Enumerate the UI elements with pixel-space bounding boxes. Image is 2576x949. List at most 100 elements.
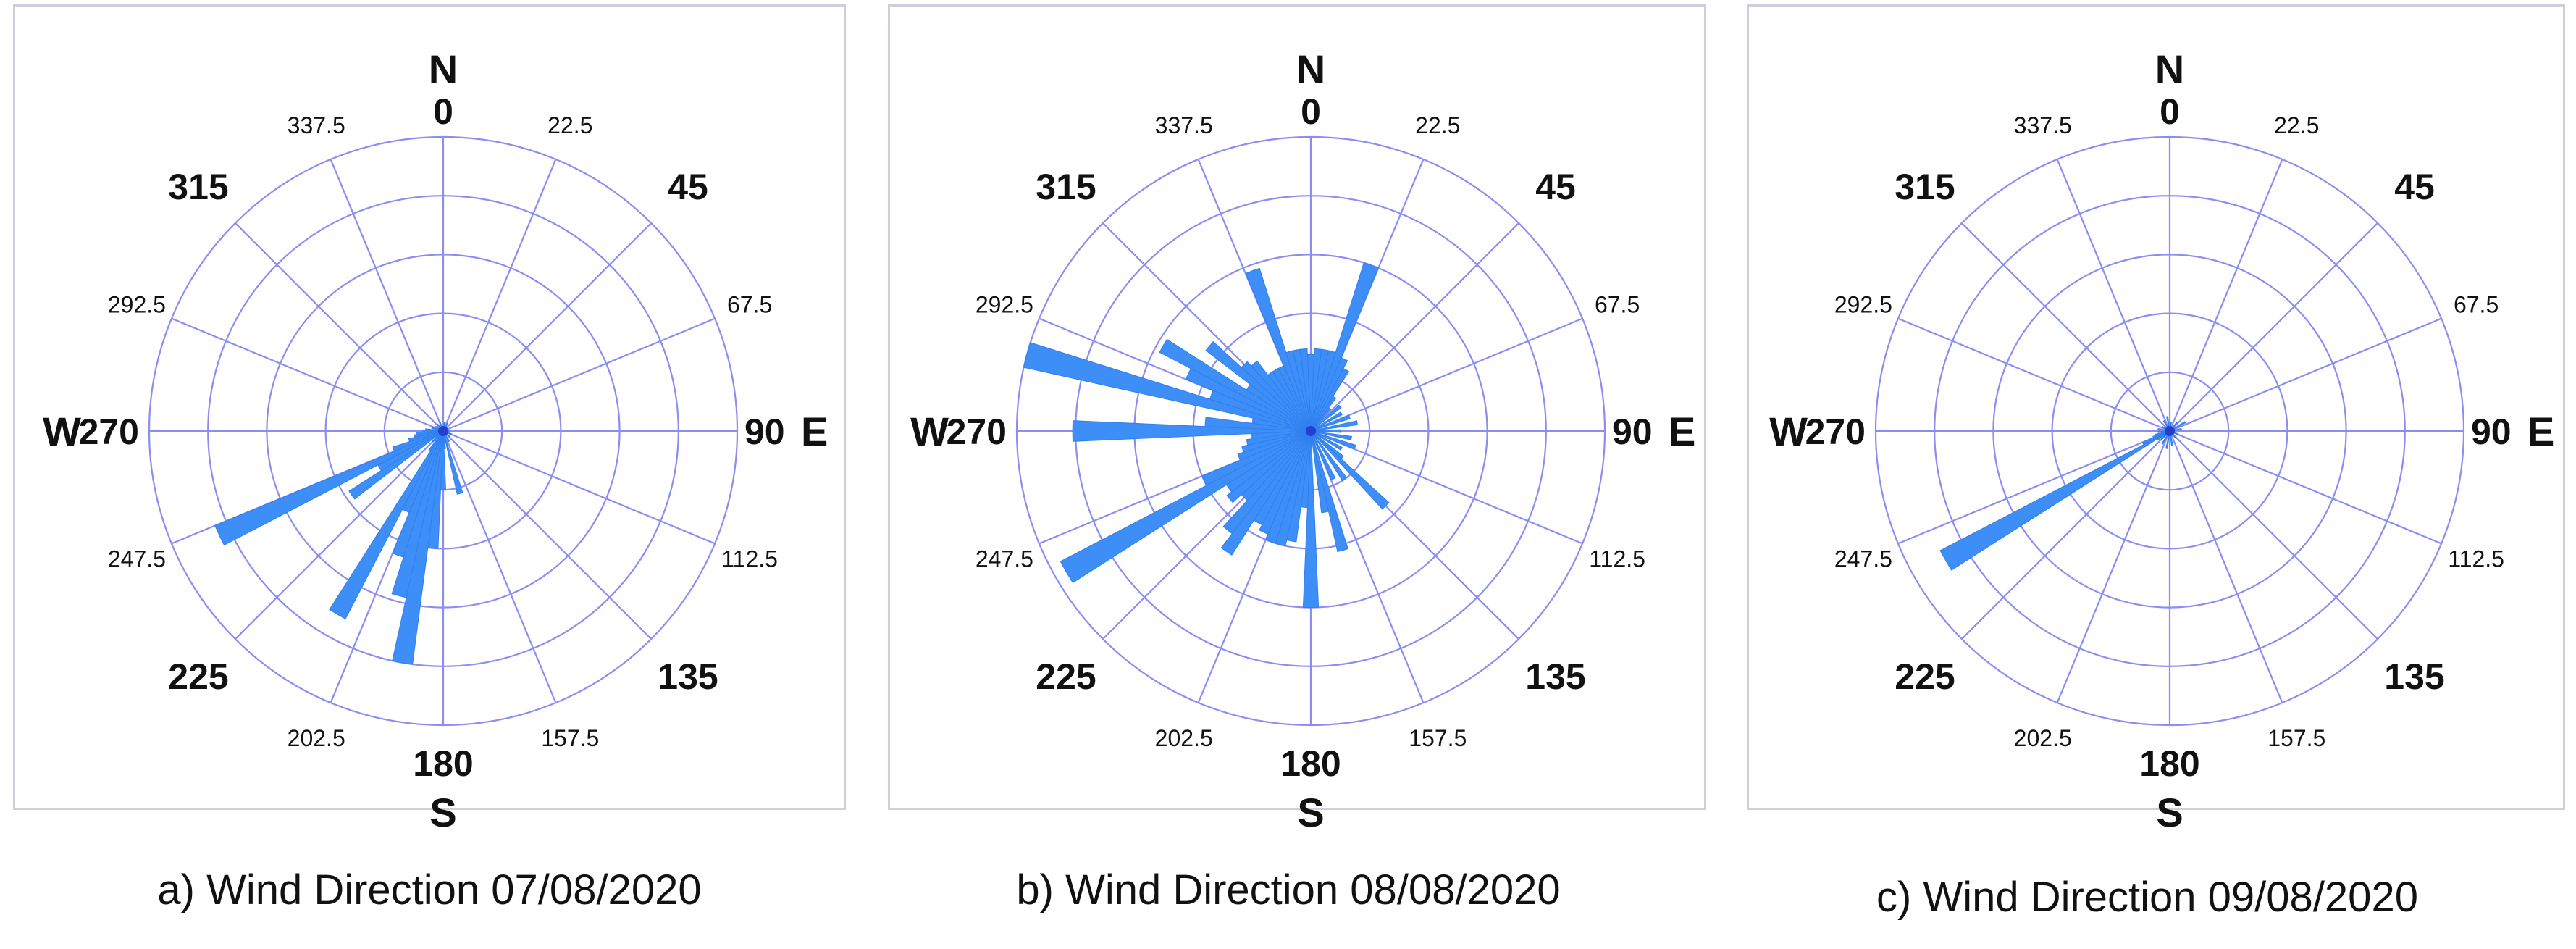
direction-bar	[1201, 430, 1312, 486]
direction-bar	[1310, 430, 1390, 510]
direction-label: 0	[2160, 91, 2180, 132]
direction-label: 90	[1612, 411, 1653, 452]
direction-bar	[1939, 430, 2170, 571]
direction-label: 247.5	[976, 545, 1033, 572]
direction-bar	[1251, 430, 1312, 440]
direction-label: 112.5	[1589, 545, 1645, 572]
direction-label: 315	[1036, 167, 1096, 207]
direction-label: 225	[168, 656, 228, 697]
grid-spoke	[2056, 159, 2171, 432]
direction-bar	[1241, 361, 1312, 432]
direction-bar	[442, 430, 463, 495]
chart-caption: b) Wind Direction 08/08/2020	[1016, 866, 1561, 914]
direction-label: 45	[668, 167, 708, 207]
direction-label: 135	[658, 656, 718, 697]
grid-spoke	[442, 317, 716, 432]
direction-label: 45	[2394, 167, 2435, 207]
compass-label-e: E	[801, 409, 828, 454]
direction-bar	[1302, 430, 1320, 609]
direction-label: 67.5	[727, 292, 772, 318]
center-point	[1306, 426, 1316, 436]
grid-spoke	[1897, 430, 2170, 545]
direction-bar	[408, 430, 444, 443]
direction-label: 270	[79, 411, 139, 452]
center-point	[2165, 426, 2175, 436]
bars	[214, 422, 463, 665]
direction-bar	[1245, 267, 1312, 432]
grid-spoke	[1961, 222, 2170, 432]
direction-label: 337.5	[2014, 112, 2072, 138]
direction-labels: 0 22.5 45 67.5 90 112.5 135 157.5 180 202.5 225 247…	[1805, 91, 2512, 784]
direction-bar	[1185, 368, 1312, 432]
direction-label: 225	[1895, 656, 1955, 697]
grid-spoke	[1310, 222, 1519, 432]
compass-label-n: N	[1296, 46, 1325, 92]
direction-label: 22.5	[1415, 112, 1460, 138]
grid-spoke	[2056, 430, 2171, 703]
compass-label-n: N	[429, 46, 458, 92]
direction-label: 0	[1301, 91, 1321, 132]
grid-spoke	[1897, 317, 2170, 432]
direction-label: 112.5	[721, 545, 778, 572]
direction-bar	[414, 430, 444, 438]
direction-bar	[392, 430, 444, 665]
direction-label: 90	[744, 411, 785, 452]
rose-panel-b: 0 22.5 45 67.5 90 112.5 135 157.5 180 202.5 225 247…	[859, 0, 1718, 949]
direction-label: 45	[1535, 167, 1576, 207]
wind-rose-c: 0 22.5 45 67.5 90 112.5 135 157.5 180 202.5 225 247…	[1769, 46, 2554, 835]
direction-bar	[1222, 430, 1312, 535]
direction-bar	[1310, 430, 1343, 451]
direction-bar	[329, 430, 444, 619]
grid-spoke	[442, 430, 557, 703]
grid-spoke	[2169, 317, 2442, 432]
direction-bar	[1072, 420, 1312, 442]
compass-label-n: N	[2155, 46, 2184, 92]
chart-caption: c) Wind Direction 09/08/2020	[1876, 874, 2418, 921]
direction-label: 180	[2139, 743, 2199, 784]
direction-label: 0	[433, 91, 453, 132]
compass-label-e: E	[2527, 409, 2554, 454]
direction-label: 292.5	[976, 292, 1033, 318]
direction-bar	[214, 430, 444, 546]
grid-spoke	[2168, 159, 2283, 432]
direction-bar	[1310, 262, 1379, 432]
grid-spoke	[442, 222, 652, 432]
direction-label: 270	[1805, 411, 1866, 452]
direction-label: 112.5	[2448, 545, 2504, 572]
direction-labels: 0 22.5 45 67.5 90 112.5 135 157.5 180 202.5 225 247…	[947, 91, 1653, 784]
chart-frame	[1747, 4, 2565, 810]
direction-bar	[1299, 348, 1312, 432]
direction-label: 22.5	[2274, 112, 2319, 138]
direction-label: 90	[2471, 411, 2512, 452]
direction-bar	[1220, 430, 1312, 556]
direction-labels: 0 22.5 45 67.5 90 112.5 135 157.5 180 202.5 225 247…	[79, 91, 785, 784]
direction-bar	[377, 430, 444, 472]
direction-bar	[2141, 430, 2170, 446]
direction-bar	[1310, 430, 1336, 481]
center-point	[438, 426, 448, 436]
bars	[1023, 262, 1390, 609]
grid-spoke	[442, 430, 652, 640]
grid-spoke	[2169, 222, 2378, 432]
direction-bar	[1241, 430, 1312, 453]
compass-label-s: S	[2156, 790, 2183, 835]
direction-label: 337.5	[1155, 112, 1213, 138]
direction-bar	[440, 430, 447, 490]
direction-bar	[1310, 404, 1342, 432]
direction-bar	[1310, 429, 1341, 433]
rose-panel-a: 0 22.5 45 67.5 90 112.5 135 157.5 180 202.5 225 247…	[0, 0, 859, 949]
direction-bar	[1237, 430, 1312, 461]
grid-spoke	[2169, 430, 2442, 545]
chart-caption: a) Wind Direction 07/08/2020	[157, 866, 702, 914]
grid-spoke	[235, 430, 444, 640]
direction-bar	[1023, 342, 1312, 432]
direction-label: 337.5	[288, 112, 345, 138]
direction-label: 315	[1895, 167, 1955, 207]
direction-label: 135	[2384, 656, 2444, 697]
direction-bar	[1246, 430, 1312, 446]
direction-label: 180	[413, 743, 473, 784]
direction-bar	[1310, 430, 1348, 482]
direction-label: 157.5	[2267, 725, 2325, 751]
direction-bar	[1310, 411, 1343, 432]
compass-labels: N S E W	[43, 46, 828, 835]
